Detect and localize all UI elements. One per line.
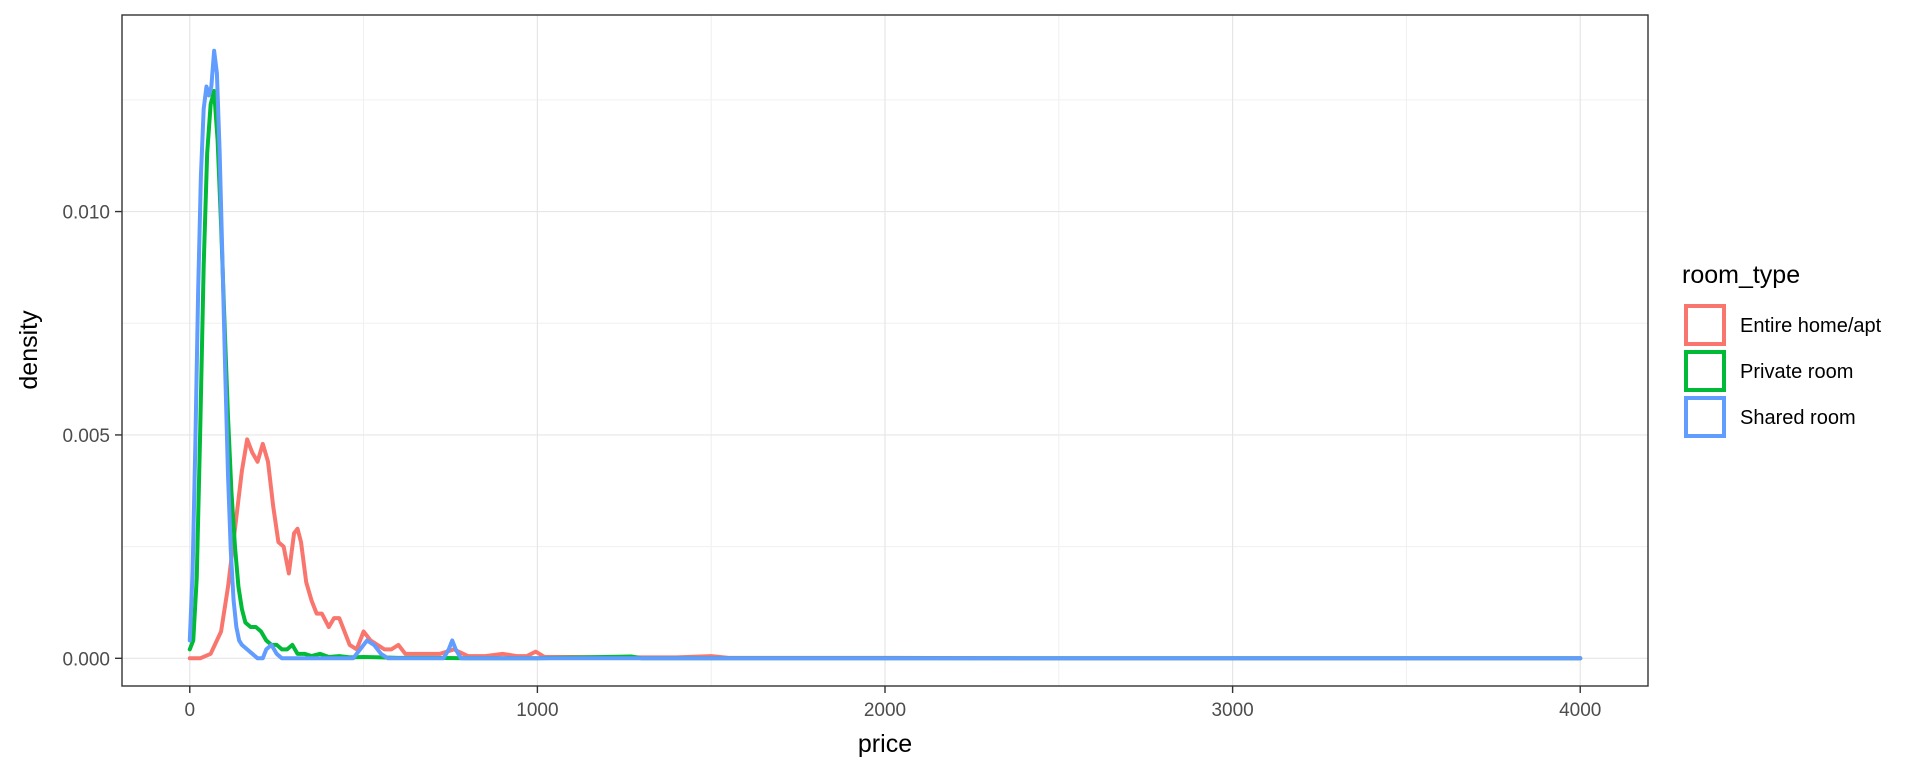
legend-label: Private room (1740, 361, 1853, 383)
x-axis-title: price (858, 730, 912, 758)
legend-label: Entire home/apt (1740, 315, 1882, 337)
x-tick-label: 3000 (1211, 700, 1253, 721)
x-tick-label: 1000 (516, 700, 558, 721)
series-line-2 (187, 48, 1583, 661)
x-tick-label: 0 (184, 700, 195, 721)
y-tick-label: 0.010 (62, 203, 110, 224)
series-lines (187, 48, 1583, 661)
y-tick-label: 0.005 (62, 426, 110, 447)
y-axis-title: density (15, 310, 43, 390)
x-tick-label: 4000 (1559, 700, 1601, 721)
x-tick-label: 2000 (864, 700, 906, 721)
legend-key (1684, 350, 1726, 392)
legend-label: Shared room (1740, 407, 1856, 429)
series-line-1 (187, 88, 1583, 661)
y-tick-label: 0.000 (62, 649, 110, 670)
legend-items: Entire home/apt Private room Shared room (1684, 304, 1882, 438)
legend: room_type Entire home/apt Private room Sha… (1682, 261, 1882, 438)
grid-lines (122, 15, 1648, 686)
legend-title: room_type (1682, 261, 1800, 289)
legend-key (1684, 304, 1726, 346)
axes: 0 1000 2000 3000 4000 0.000 0.005 0.010 (62, 203, 1601, 721)
legend-key (1684, 396, 1726, 438)
